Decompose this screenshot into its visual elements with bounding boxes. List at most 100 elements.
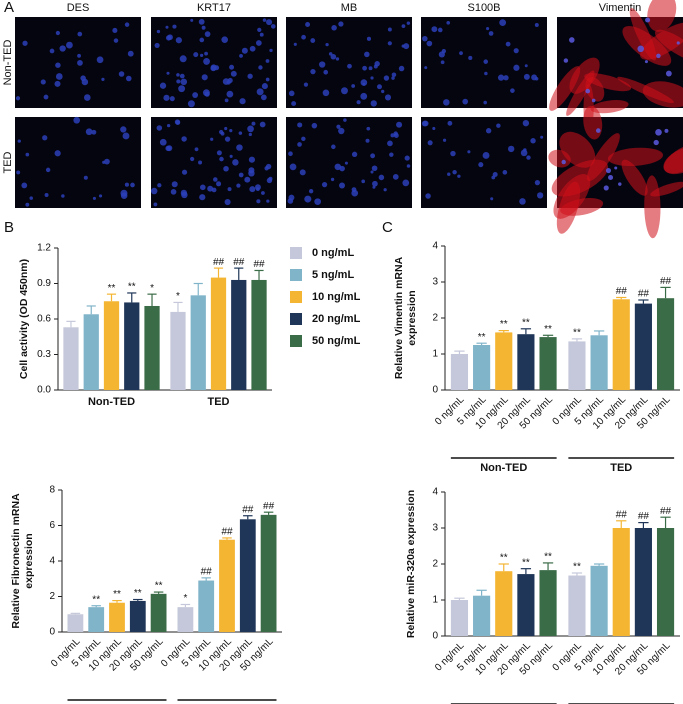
bar [260, 514, 277, 632]
error-bar [660, 516, 671, 528]
micrograph [421, 17, 547, 108]
bar [170, 311, 186, 390]
significance: ** [544, 552, 552, 563]
nucleus [130, 182, 135, 188]
significance: ## [616, 509, 628, 520]
bar [517, 574, 535, 636]
row-label: Non-TED [2, 40, 14, 86]
nucleus [362, 65, 367, 71]
nucleus [118, 71, 125, 77]
nucleus [44, 193, 49, 197]
y-tick-label: 0.9 [37, 278, 51, 289]
micrograph [286, 117, 412, 208]
nucleus [232, 159, 239, 166]
error-bar [571, 572, 583, 576]
bar [239, 519, 256, 632]
nucleus [366, 36, 372, 41]
nucleus [22, 40, 28, 46]
nucleus [122, 132, 130, 140]
error-bar [616, 520, 627, 528]
nucleus [301, 34, 306, 40]
stain [642, 81, 683, 108]
y-tick-label: 4 [432, 487, 438, 498]
nucleus [159, 138, 167, 146]
panel-label: C [382, 219, 393, 236]
error-bar [593, 330, 605, 336]
nucleus [112, 27, 118, 33]
y-tick-label: 0.3 [37, 349, 51, 360]
nucleus [156, 125, 163, 131]
nucleus [268, 176, 273, 181]
nucleus [440, 60, 445, 65]
nucleus [181, 136, 187, 142]
error-bar [593, 563, 605, 566]
stain [607, 147, 664, 167]
nucleus [181, 169, 188, 175]
nucleus [219, 156, 224, 162]
nucleus [210, 65, 217, 72]
nucleus [113, 38, 119, 43]
nucleus [247, 73, 253, 79]
nucleus [368, 66, 373, 71]
nucleus [370, 100, 377, 107]
bar [568, 341, 586, 390]
nucleus [452, 169, 457, 175]
nucleus [351, 84, 356, 88]
nucleus [402, 179, 410, 187]
nucleus [256, 88, 264, 96]
significance: ** [113, 589, 121, 600]
nucleus [305, 22, 311, 27]
nucleus [338, 21, 344, 27]
nucleus [406, 164, 411, 168]
error-bar [133, 598, 143, 601]
error-bar [86, 305, 96, 315]
error-bar [263, 511, 274, 515]
nucleus [505, 41, 511, 47]
nucleus [390, 133, 395, 138]
nucleus [170, 189, 177, 195]
significance: * [176, 291, 180, 302]
nucleus [490, 197, 494, 201]
error-bar [454, 350, 465, 354]
significance: ## [253, 259, 265, 270]
micrograph [150, 117, 277, 208]
nucleus [125, 75, 132, 82]
y-tick-label: 2 [432, 559, 438, 570]
nucleus [54, 80, 61, 87]
image-bg [286, 17, 412, 108]
nucleus [497, 74, 505, 81]
nucleus [127, 50, 134, 57]
nucleus [422, 35, 428, 42]
error-bar [193, 282, 203, 296]
nucleus [248, 156, 256, 163]
nucleus [438, 51, 445, 58]
nucleus [467, 150, 471, 154]
nucleus [21, 182, 28, 189]
nucleus [224, 98, 229, 103]
legend-label: 0 ng/mL [312, 247, 354, 259]
nucleus [288, 90, 295, 97]
nucleus [561, 159, 566, 165]
nucleus [534, 76, 539, 81]
nucleus [159, 82, 167, 89]
nucleus [224, 136, 231, 142]
bar [190, 295, 206, 390]
nucleus [387, 41, 392, 46]
nucleus [210, 137, 214, 141]
group-label: TED [208, 396, 230, 408]
significance: * [150, 283, 154, 294]
nucleus [266, 199, 270, 203]
image-bg [15, 117, 141, 208]
y-axis-label: Relative Fibronectin mRNA [10, 493, 22, 629]
significance: ## [638, 289, 650, 300]
stain [559, 131, 596, 168]
nucleus [383, 75, 390, 81]
nucleus [297, 142, 302, 147]
y-tick-label: 0 [49, 627, 55, 638]
nucleus [608, 175, 614, 181]
nucleus [483, 100, 488, 105]
nucleus [216, 150, 222, 156]
bar [129, 600, 146, 632]
nucleus [595, 128, 601, 133]
legend-swatch [290, 269, 302, 281]
